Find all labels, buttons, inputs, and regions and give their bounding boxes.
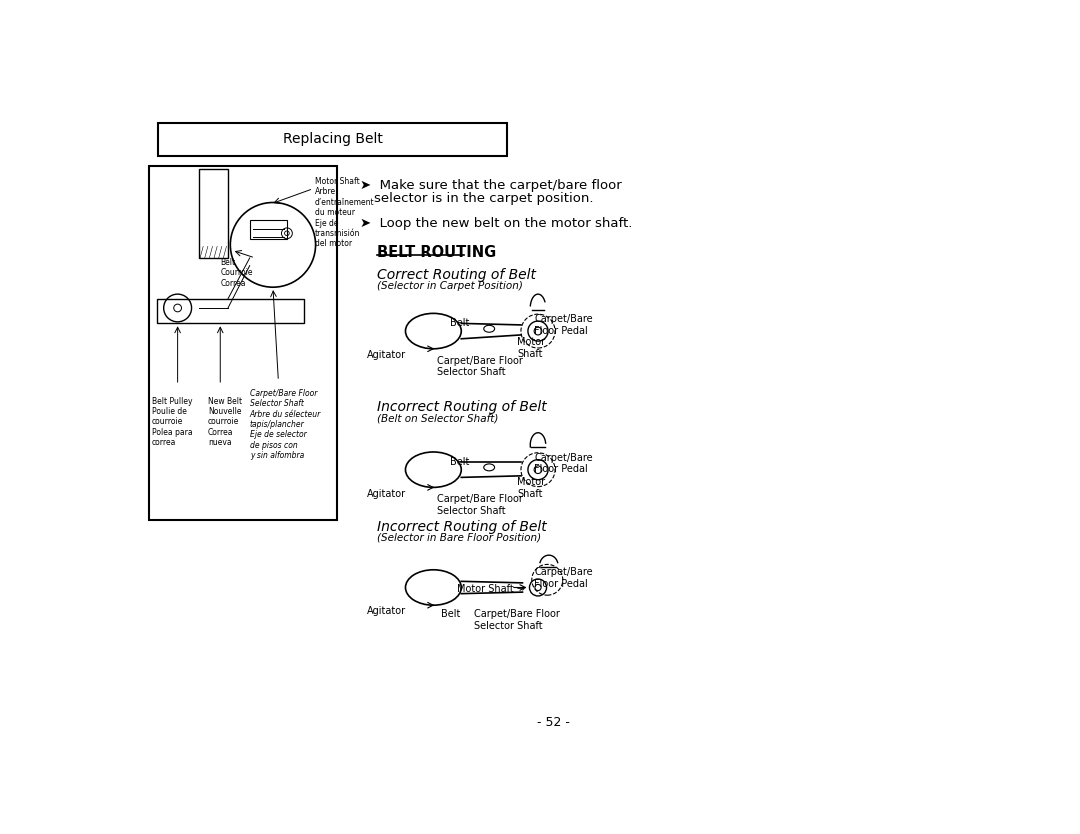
Text: Carpet/Bare Floor
Selector Shaft: Carpet/Bare Floor Selector Shaft xyxy=(437,495,523,516)
Text: (Selector in Bare Floor Position): (Selector in Bare Floor Position) xyxy=(377,533,541,543)
FancyBboxPatch shape xyxy=(157,299,303,324)
Text: ➤  Make sure that the carpet/bare floor: ➤ Make sure that the carpet/bare floor xyxy=(360,179,621,193)
Text: Agitator: Agitator xyxy=(367,489,406,499)
Text: Incorrect Routing of Belt: Incorrect Routing of Belt xyxy=(377,400,546,414)
Text: Belt: Belt xyxy=(441,609,460,619)
Text: New Belt
Nouvelle
courroie
Correa
nueva: New Belt Nouvelle courroie Correa nueva xyxy=(207,396,242,447)
FancyBboxPatch shape xyxy=(149,165,337,520)
FancyBboxPatch shape xyxy=(249,220,287,239)
Text: Carpet/Bare
Floor Pedal: Carpet/Bare Floor Pedal xyxy=(535,314,593,336)
Text: Belt
Courroie
Correa: Belt Courroie Correa xyxy=(220,258,253,288)
Text: ➤  Loop the new belt on the motor shaft.: ➤ Loop the new belt on the motor shaft. xyxy=(360,217,632,230)
FancyBboxPatch shape xyxy=(199,169,228,258)
Text: Replacing Belt: Replacing Belt xyxy=(283,133,382,146)
Text: Carpet/Bare
Floor Pedal: Carpet/Bare Floor Pedal xyxy=(535,567,593,589)
Text: Motor Shaft →: Motor Shaft → xyxy=(457,584,525,594)
Text: BELT ROUTING: BELT ROUTING xyxy=(377,245,496,260)
Text: Motor
Shaft: Motor Shaft xyxy=(517,337,545,359)
FancyBboxPatch shape xyxy=(159,123,507,155)
Text: Carpet/Bare Floor
Selector Shaft: Carpet/Bare Floor Selector Shaft xyxy=(437,356,523,377)
Text: Belt: Belt xyxy=(450,456,470,466)
Text: Carpet/Bare
Floor Pedal: Carpet/Bare Floor Pedal xyxy=(535,453,593,475)
Text: Carpet/Bare Floor
Selector Shaft: Carpet/Bare Floor Selector Shaft xyxy=(474,609,559,631)
Text: Belt Pulley
Poulie de
courroie
Polea para
correa: Belt Pulley Poulie de courroie Polea par… xyxy=(152,396,192,447)
Text: Carpet/Bare Floor
Selector Shaft
Arbre du sélecteur
tapis/plancher
Eje de select: Carpet/Bare Floor Selector Shaft Arbre d… xyxy=(249,389,321,460)
Text: Belt: Belt xyxy=(450,318,470,328)
Text: Agitator: Agitator xyxy=(367,606,406,616)
Text: selector is in the carpet position.: selector is in the carpet position. xyxy=(374,193,593,205)
Text: (Selector in Carpet Position): (Selector in Carpet Position) xyxy=(377,281,523,291)
Text: Agitator: Agitator xyxy=(367,350,406,360)
Text: Correct Routing of Belt: Correct Routing of Belt xyxy=(377,268,536,282)
Text: - 52 -: - 52 - xyxy=(537,716,570,729)
Text: Motor Shaft
Arbre
d’entraînement
du moteur
Eje de
transmisión
del motor: Motor Shaft Arbre d’entraînement du mote… xyxy=(314,177,375,249)
Text: Incorrect Routing of Belt: Incorrect Routing of Belt xyxy=(377,520,546,534)
Text: Motor
Shaft: Motor Shaft xyxy=(517,477,545,499)
Text: (Belt on Selector Shaft): (Belt on Selector Shaft) xyxy=(377,414,498,424)
